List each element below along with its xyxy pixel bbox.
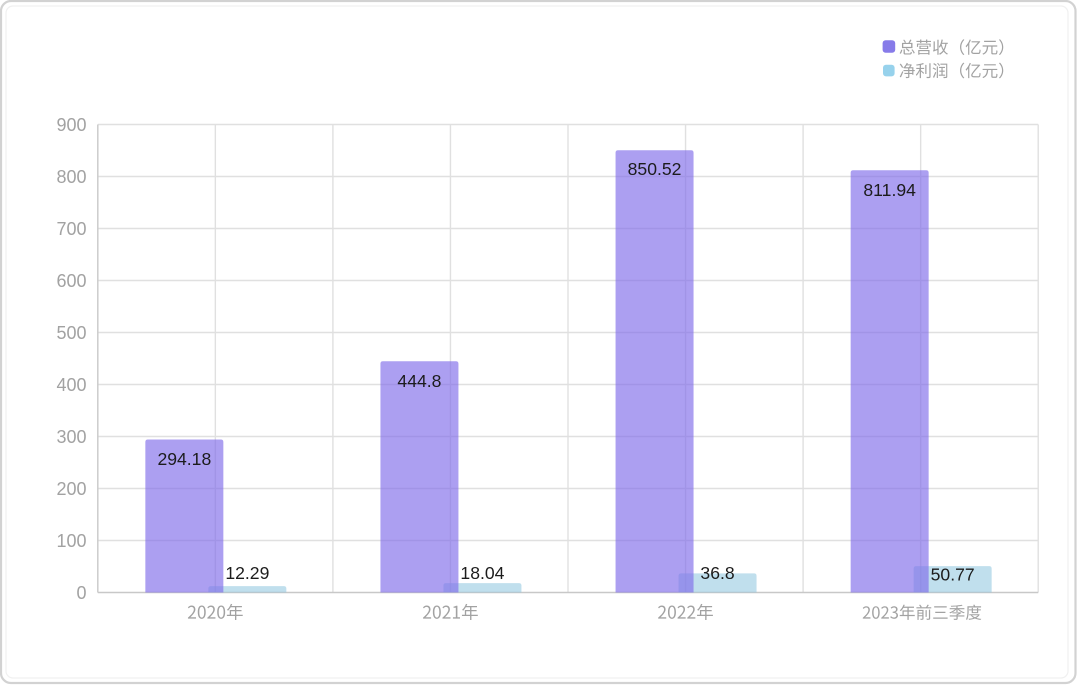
svg-text:0: 0 bbox=[76, 583, 86, 603]
svg-text:200: 200 bbox=[56, 479, 86, 499]
svg-text:811.94: 811.94 bbox=[863, 180, 916, 200]
svg-text:18.04: 18.04 bbox=[460, 563, 504, 583]
svg-text:400: 400 bbox=[56, 375, 86, 395]
svg-text:36.8: 36.8 bbox=[700, 563, 734, 583]
svg-text:100: 100 bbox=[56, 531, 86, 551]
svg-text:600: 600 bbox=[56, 271, 86, 291]
svg-text:12.29: 12.29 bbox=[225, 563, 269, 583]
svg-text:50.77: 50.77 bbox=[931, 565, 975, 585]
svg-text:444.8: 444.8 bbox=[397, 371, 441, 391]
svg-text:700: 700 bbox=[56, 219, 86, 239]
svg-text:500: 500 bbox=[56, 323, 86, 343]
svg-text:800: 800 bbox=[56, 167, 86, 187]
svg-text:900: 900 bbox=[56, 115, 86, 135]
svg-text:300: 300 bbox=[56, 427, 86, 447]
svg-text:850.52: 850.52 bbox=[628, 159, 682, 179]
svg-text:294.18: 294.18 bbox=[157, 449, 211, 469]
